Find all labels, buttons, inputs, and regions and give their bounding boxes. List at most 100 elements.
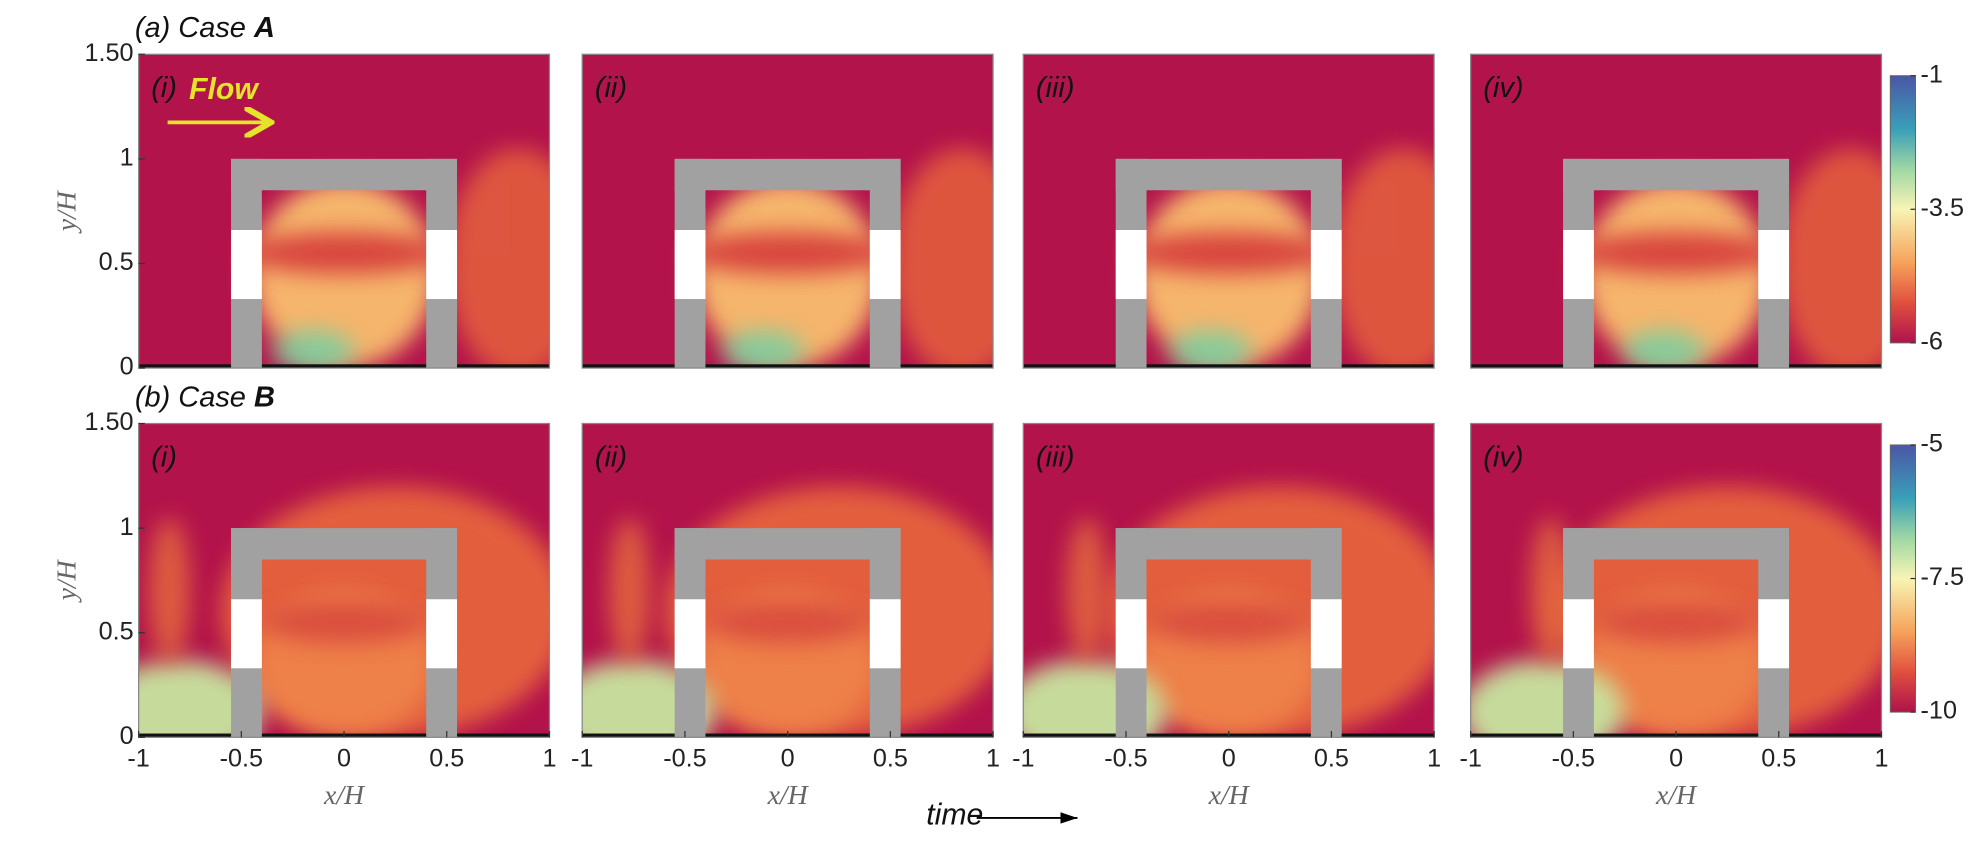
window [674,599,706,669]
plume [138,659,262,738]
panel-border [137,53,551,369]
x-tick-label: -1 [1459,745,1481,773]
plume [272,330,355,369]
plume [261,601,427,644]
y-tick-label: 0 [120,722,134,750]
panel-label: (iv) [1483,441,1523,473]
panel-label: (ii) [595,441,627,473]
panel: (ii) [581,422,994,738]
colorbar-tick-label: -1 [1921,60,1943,88]
panel-image [1023,54,1435,369]
panel-image [1470,423,1882,738]
window [1310,230,1342,300]
panel: (ii) [581,53,994,369]
floor [1023,364,1435,369]
colorbar-tick-label: -6 [1921,328,1943,356]
window [231,599,262,669]
plume [1778,148,1882,369]
x-axis-label: x/H [767,779,810,810]
row-label-case: B [254,381,275,413]
plume [241,232,447,274]
y-tick-label: 1 [120,513,134,541]
window [426,599,458,669]
y-tick-label: 1.50 [85,408,134,436]
window [1758,230,1790,300]
plume [608,517,651,665]
floor [138,364,550,369]
window [1758,599,1790,669]
y-tick-label: 1 [120,144,134,172]
plume [1169,330,1252,369]
x-tick-label: -0.5 [220,745,263,773]
x-tick-label: -1 [571,745,593,773]
row-label: (a) Case A [135,12,275,44]
panel-label: (ii) [595,72,627,104]
row-label-case: A [253,12,275,44]
x-tick-label: 0 [781,745,795,773]
colorbar-tick-label: -3.5 [1921,194,1964,222]
floor [582,364,994,369]
plume [1331,148,1435,369]
plume [1622,330,1705,369]
row-label-text: (a) Case [135,12,254,44]
x-axis-label: x/H [1655,779,1698,810]
y-tick-label: 1.50 [85,39,134,67]
window [674,230,706,300]
colorbar-tick-label: -5 [1921,430,1943,458]
x-tick-label: -0.5 [663,745,706,773]
building-roof [231,528,458,560]
plume [684,232,891,274]
plume [705,601,870,644]
flow-label: Flow [189,73,260,106]
plume [721,330,805,369]
y-tick-label: 0.5 [99,248,134,276]
panel-image [138,423,550,738]
window [1563,230,1594,300]
plume [1146,601,1311,644]
x-tick-label: 0 [337,745,351,773]
row-label: (b) Case B [135,381,275,413]
plume [890,148,994,369]
plume [1470,659,1625,738]
x-tick-label: 1 [1874,745,1888,773]
panel-border [1470,53,1883,369]
x-tick-label: 0 [1222,745,1236,773]
x-axis-label: x/H [323,779,366,810]
window [231,230,262,300]
plume [1573,232,1779,274]
plume [1593,601,1759,644]
y-axis-label: y/H [51,558,82,603]
x-tick-label: 0.5 [873,745,908,773]
x-tick-label: 0.5 [1314,745,1349,773]
floor [1470,364,1882,369]
time-label: time [926,799,983,832]
window [1115,230,1147,300]
x-axis-label: x/H [1208,779,1251,810]
panel-label: (i) [151,441,177,473]
y-tick-label: 0 [120,353,134,381]
building-roof [1563,158,1790,191]
colorbar-tick-label: -7.5 [1921,563,1964,591]
plume [1066,517,1108,665]
window [869,230,901,300]
panel-image [582,423,994,738]
panel-image [1470,54,1882,369]
x-tick-label: -0.5 [1104,745,1147,773]
x-tick-label: 0.5 [429,745,464,773]
building-roof [1115,158,1342,191]
row-label-text: (b) Case [135,381,254,413]
panel: (i) [137,422,551,738]
panel: (iv) [1470,53,1883,369]
panel: (iii) [1022,422,1435,738]
panel: (iv) [1470,422,1883,738]
x-tick-label: 0 [1669,745,1683,773]
x-tick-label: -1 [127,745,149,773]
x-tick-label: 1 [542,745,556,773]
panel-image [1023,423,1435,738]
x-tick-label: 1 [986,745,1000,773]
panel-border [581,53,994,369]
panel-image [138,54,550,369]
panel-image [582,54,994,369]
plume [1530,517,1572,665]
